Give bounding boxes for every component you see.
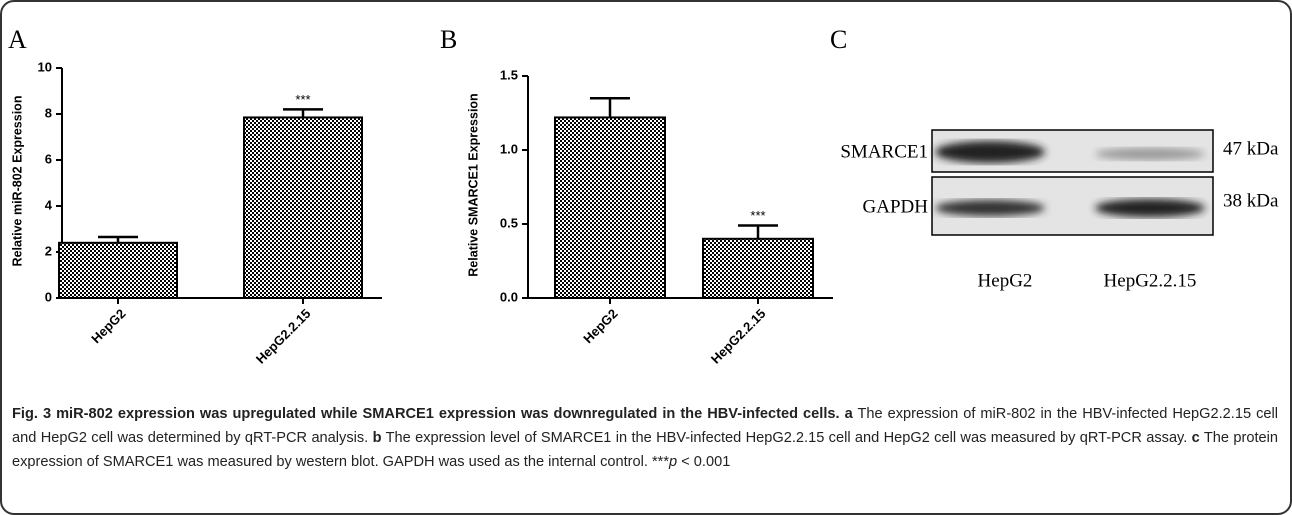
x-tick-label: HepG2.2.15	[253, 306, 314, 367]
band	[935, 141, 1045, 163]
x-tick-label: HepG2	[580, 306, 620, 346]
bar	[59, 243, 177, 298]
error-bar	[283, 109, 323, 117]
significance: ***	[295, 92, 310, 107]
caption: Fig. 3 miR-802 expression was upregulate…	[12, 402, 1278, 474]
panel-label: A	[8, 25, 27, 54]
part-label: c	[1192, 430, 1200, 446]
caption-title: Fig. 3 miR-802 expression was upregulate…	[12, 406, 840, 422]
part-text: The expression level of SMARCE1 in the H…	[386, 430, 1188, 446]
x-tick-label: HepG2	[88, 306, 128, 346]
y-tick-label: 8	[45, 105, 52, 120]
y-axis-label: Relative SMARCE1 Expression	[466, 93, 480, 276]
row-label: SMARCE1	[840, 141, 928, 162]
y-axis-label: Relative miR-802 Expression	[10, 96, 24, 267]
size-label: 38 kDa	[1223, 190, 1279, 211]
lane-label: HepG2	[978, 270, 1033, 291]
y-tick-label: 10	[38, 59, 52, 74]
footnote-text: < 0.001	[677, 454, 730, 470]
row-label: GAPDH	[863, 196, 929, 217]
y-tick-label: 6	[45, 151, 52, 166]
band	[935, 200, 1045, 216]
error-bar	[590, 98, 630, 117]
significance: ***	[750, 208, 765, 223]
y-tick-label: 1.0	[500, 141, 518, 156]
footnote-symbol: p	[669, 454, 677, 470]
y-tick-label: 0.0	[500, 289, 518, 304]
western-blot: C SMARCE1 GAPDH 47 kDa 38 kDa HepG2 HepG…	[830, 25, 1279, 291]
part-label: a	[845, 406, 853, 422]
y-tick-label: 0.5	[500, 215, 518, 230]
band	[1095, 148, 1205, 160]
y-tick-label: 0	[45, 289, 52, 304]
panel-label: B	[440, 25, 457, 54]
part-label: b	[373, 430, 382, 446]
y-tick-label: 2	[45, 243, 52, 258]
figure: C SMARCE1 GAPDH 47 kDa 38 kDa HepG2 HepG…	[0, 0, 1292, 400]
footnote-mark: ***	[652, 454, 669, 470]
bar	[555, 117, 665, 298]
y-tick-label: 1.5	[500, 67, 518, 82]
error-bar	[738, 225, 778, 238]
size-label: 47 kDa	[1223, 138, 1279, 159]
panel-label: C	[830, 25, 847, 54]
bar	[244, 117, 362, 298]
band	[1095, 199, 1205, 217]
x-tick-label: HepG2.2.15	[708, 306, 769, 367]
bar	[703, 239, 813, 298]
y-tick-label: 4	[45, 197, 53, 212]
lane-label: HepG2.2.15	[1104, 270, 1197, 291]
